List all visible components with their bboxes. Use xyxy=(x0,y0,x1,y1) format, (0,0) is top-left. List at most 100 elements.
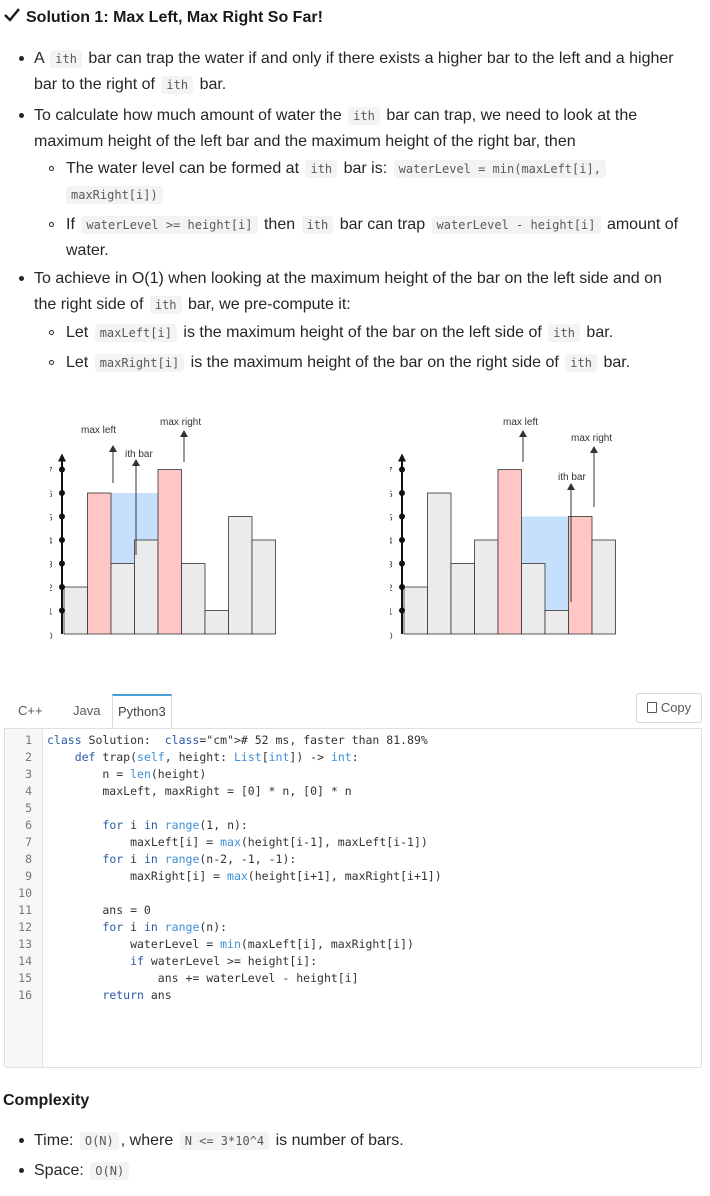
code-line: ans += waterLevel - height[i] xyxy=(47,971,359,985)
line-number: 6 xyxy=(25,818,32,832)
line-number: 8 xyxy=(25,852,32,866)
inline-code: maxLeft[i] xyxy=(94,324,177,342)
line-number: 14 xyxy=(18,954,32,968)
y-axis-arrow xyxy=(58,453,66,462)
paragraph-ith-bar: A ith bar can trap the water if and only… xyxy=(34,50,674,94)
space-complexity: Space: O(N) xyxy=(34,1158,694,1184)
y-tick-label: 6 xyxy=(50,489,53,499)
y-tick-dot xyxy=(59,560,65,567)
ith-bar-label: ith bar xyxy=(125,449,153,460)
max-left-label: max left xyxy=(81,425,116,436)
bar xyxy=(134,539,159,635)
y-tick-label: 2 xyxy=(50,583,53,593)
line-number: 12 xyxy=(18,920,32,934)
y-tick-label: 1 xyxy=(50,607,53,617)
line-number: 3 xyxy=(25,767,32,781)
bar xyxy=(251,539,276,635)
inline-code: ith xyxy=(305,160,338,178)
y-tick-dot xyxy=(399,466,405,473)
y-tick-dot xyxy=(59,490,65,496)
inline-code: ith xyxy=(348,107,380,125)
code-line: for i in range(n-2, -1, -1): xyxy=(102,852,297,866)
line-number: 2 xyxy=(25,750,32,764)
solution-title: Solution 1: Max Left, Max Right So Far! xyxy=(4,8,323,27)
bullet xyxy=(19,1168,24,1173)
line-number: 15 xyxy=(18,971,32,985)
inline-code: maxRight[i] xyxy=(94,354,185,372)
bar xyxy=(521,563,546,635)
y-tick-label: 6 xyxy=(390,489,393,499)
y-tick-dot xyxy=(59,537,65,543)
line-number-gutter: 1 2 3 4 5 6 7 8 9 10 11 12 13 14 15 16 xyxy=(5,729,43,1067)
copy-button[interactable]: Copy xyxy=(636,693,702,723)
paragraph-precompute: To achieve in O(1) when looking at the m… xyxy=(34,270,662,314)
code-editor[interactable]: 1 2 3 4 5 6 7 8 9 10 11 12 13 14 15 16 class Solution: … xyxy=(4,728,702,1068)
checkmark-icon xyxy=(4,8,22,27)
complexity-heading: Complexity xyxy=(3,1092,90,1109)
tab-python3[interactable]: Python3 xyxy=(112,694,172,728)
sub-paragraph-maxleft: Let maxLeft[i] is the maximum height of … xyxy=(66,324,614,342)
bar xyxy=(544,610,569,635)
trapping-water-diagram-right: 0 1 2 3 4 5 6 7 max left max right ith bar xyxy=(390,417,616,641)
y-tick-dot xyxy=(59,607,65,614)
tab-java[interactable]: Java xyxy=(73,703,101,718)
line-number: 10 xyxy=(18,886,32,900)
line-number: 13 xyxy=(18,937,32,951)
code-line: for i in range(1, n): xyxy=(102,818,248,832)
inline-code: waterLevel - height[i] xyxy=(431,216,601,234)
inline-code: O(N) xyxy=(79,1132,119,1150)
code-line: n = len(height) xyxy=(47,767,207,781)
bar xyxy=(204,610,229,635)
y-tick-label: 5 xyxy=(390,513,393,523)
highlight-bar xyxy=(87,492,112,635)
inline-code: waterLevel = min(maxLeft[i], xyxy=(393,160,606,178)
line-number: 7 xyxy=(25,835,32,849)
bullet xyxy=(19,1138,24,1143)
bullet xyxy=(19,276,24,281)
sub-bullet xyxy=(49,222,54,227)
bullet xyxy=(19,113,24,118)
paragraph-calculate: To calculate how much amount of water th… xyxy=(34,107,638,150)
line-number: 11 xyxy=(18,903,32,917)
y-tick-dot xyxy=(399,537,405,543)
line-number: 4 xyxy=(25,784,32,798)
code-line: maxRight[i] = max(height[i+1], maxRight[… xyxy=(47,869,442,883)
inline-code: O(N) xyxy=(90,1162,130,1180)
y-tick-dot xyxy=(59,513,65,520)
inline-code: ith xyxy=(301,216,334,234)
y-tick-label: 0 xyxy=(390,631,393,641)
bar xyxy=(591,539,616,635)
code-line: if waterLevel >= height[i]: xyxy=(130,954,318,968)
title-text: Solution 1: Max Left, Max Right So Far! xyxy=(26,9,323,26)
y-tick-label: 7 xyxy=(390,466,393,476)
code-card: C++ Java Python3 Copy 1 2 3 4 5 6 7 8 9 10 11 12 13 1… xyxy=(4,692,702,1068)
copy-label: Copy xyxy=(660,700,692,715)
y-tick-dot xyxy=(399,560,405,567)
code-line: maxLeft, maxRight = [0] * n, [0] * n xyxy=(47,784,352,798)
code-line: class Solution: class="cm"># 52 ms, fast… xyxy=(47,733,428,747)
inline-code: waterLevel >= height[i] xyxy=(81,216,258,234)
y-tick-label: 7 xyxy=(50,466,53,476)
max-left-label: max left xyxy=(503,417,538,428)
y-axis-arrow xyxy=(398,453,406,462)
inline-code: ith xyxy=(565,354,597,372)
highlight-bar xyxy=(497,469,522,635)
line-number: 1 xyxy=(25,733,32,747)
line-number: 9 xyxy=(25,869,32,883)
sub-paragraph-water-level: The water level can be formed at ith bar… xyxy=(66,156,686,208)
sub-bullet xyxy=(49,166,54,171)
bar xyxy=(63,586,88,635)
y-tick-label: 4 xyxy=(390,536,393,546)
bar xyxy=(427,492,452,635)
inline-code: ith xyxy=(161,76,194,94)
max-right-label: max right xyxy=(160,417,201,428)
bar xyxy=(474,539,499,635)
code-line: ans = 0 xyxy=(47,903,151,917)
inline-code: maxRight[i]) xyxy=(66,186,163,204)
y-tick-label: 5 xyxy=(50,513,53,523)
y-tick-label: 2 xyxy=(390,583,393,593)
tab-cpp[interactable]: C++ xyxy=(18,703,43,718)
y-tick-label: 1 xyxy=(390,607,393,617)
bullet xyxy=(19,56,24,61)
inline-code: N <= 3*10^4 xyxy=(179,1132,270,1150)
